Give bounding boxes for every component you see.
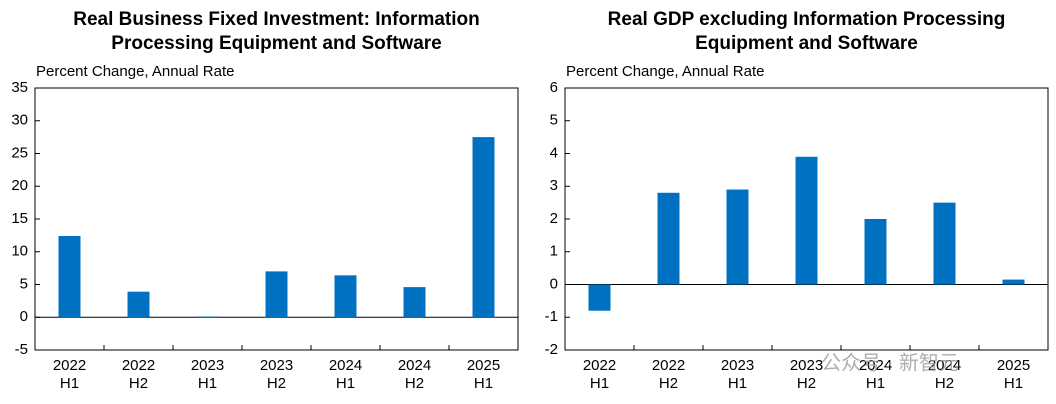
x-tick-label: 2022 xyxy=(53,357,86,374)
x-tick-label: 2024 xyxy=(329,357,362,374)
bar xyxy=(726,189,749,285)
x-tick-label: 2023 xyxy=(790,357,823,374)
bar xyxy=(58,236,81,318)
x-tick-label: H1 xyxy=(336,375,355,392)
y-tick-label: -1 xyxy=(545,308,558,325)
x-tick-label: H2 xyxy=(405,375,424,392)
x-tick-label: H2 xyxy=(935,375,954,392)
y-tick-label: 15 xyxy=(11,210,28,227)
x-tick-label: H1 xyxy=(1004,375,1023,392)
y-tick-label: 4 xyxy=(550,144,558,161)
x-tick-label: H2 xyxy=(797,375,816,392)
y-tick-label: 25 xyxy=(11,144,28,161)
x-tick-label: H1 xyxy=(198,375,217,392)
x-tick-label: 2022 xyxy=(652,357,685,374)
x-tick-label: H2 xyxy=(267,375,286,392)
y-tick-label: -2 xyxy=(545,341,558,358)
chart-title: Processing Equipment and Software xyxy=(111,33,441,54)
bar xyxy=(864,219,887,285)
bar xyxy=(795,156,818,285)
y-tick-label: 35 xyxy=(11,79,28,96)
y-tick-label: 0 xyxy=(20,308,28,325)
x-tick-label: 2022 xyxy=(583,357,616,374)
bar xyxy=(127,291,150,318)
chart-title: Real GDP excluding Information Processin… xyxy=(608,9,1006,30)
bar xyxy=(933,202,956,285)
y-axis-label: Percent Change, Annual Rate xyxy=(36,63,234,80)
bar xyxy=(1002,279,1025,285)
y-tick-label: 10 xyxy=(11,243,28,260)
x-tick-label: H1 xyxy=(60,375,79,392)
y-axis-label: Percent Change, Annual Rate xyxy=(566,63,764,80)
x-tick-label: H1 xyxy=(728,375,747,392)
x-tick-label: H2 xyxy=(129,375,148,392)
bar xyxy=(196,316,219,318)
y-tick-label: 5 xyxy=(20,275,28,292)
y-tick-label: 0 xyxy=(550,275,558,292)
x-tick-label: 2025 xyxy=(467,357,500,374)
x-tick-label: 2025 xyxy=(997,357,1030,374)
bar xyxy=(334,275,357,318)
bar xyxy=(472,137,495,318)
bar xyxy=(588,284,611,311)
bar xyxy=(403,287,426,318)
y-tick-label: 2 xyxy=(550,210,558,227)
x-tick-label: 2024 xyxy=(859,357,892,374)
y-tick-label: 6 xyxy=(550,79,558,96)
x-tick-label: H2 xyxy=(659,375,678,392)
bar xyxy=(657,192,680,285)
x-tick-label: 2024 xyxy=(398,357,431,374)
y-tick-label: 5 xyxy=(550,112,558,129)
y-tick-label: -5 xyxy=(15,341,28,358)
watermark: 公众号 · 新智元 xyxy=(821,351,959,374)
x-tick-label: 2024 xyxy=(928,357,961,374)
y-tick-label: 1 xyxy=(550,243,558,260)
x-tick-label: H1 xyxy=(474,375,493,392)
x-tick-label: 2023 xyxy=(260,357,293,374)
y-tick-label: 20 xyxy=(11,177,28,194)
bar xyxy=(265,271,288,318)
y-tick-label: 3 xyxy=(550,177,558,194)
y-tick-label: 30 xyxy=(11,112,28,129)
x-tick-label: 2022 xyxy=(122,357,155,374)
x-tick-label: 2023 xyxy=(721,357,754,374)
x-tick-label: H1 xyxy=(590,375,609,392)
chart-title: Real Business Fixed Investment: Informat… xyxy=(73,9,479,30)
x-tick-label: 2023 xyxy=(191,357,224,374)
chart-title: Equipment and Software xyxy=(695,33,918,54)
x-tick-label: H1 xyxy=(866,375,885,392)
